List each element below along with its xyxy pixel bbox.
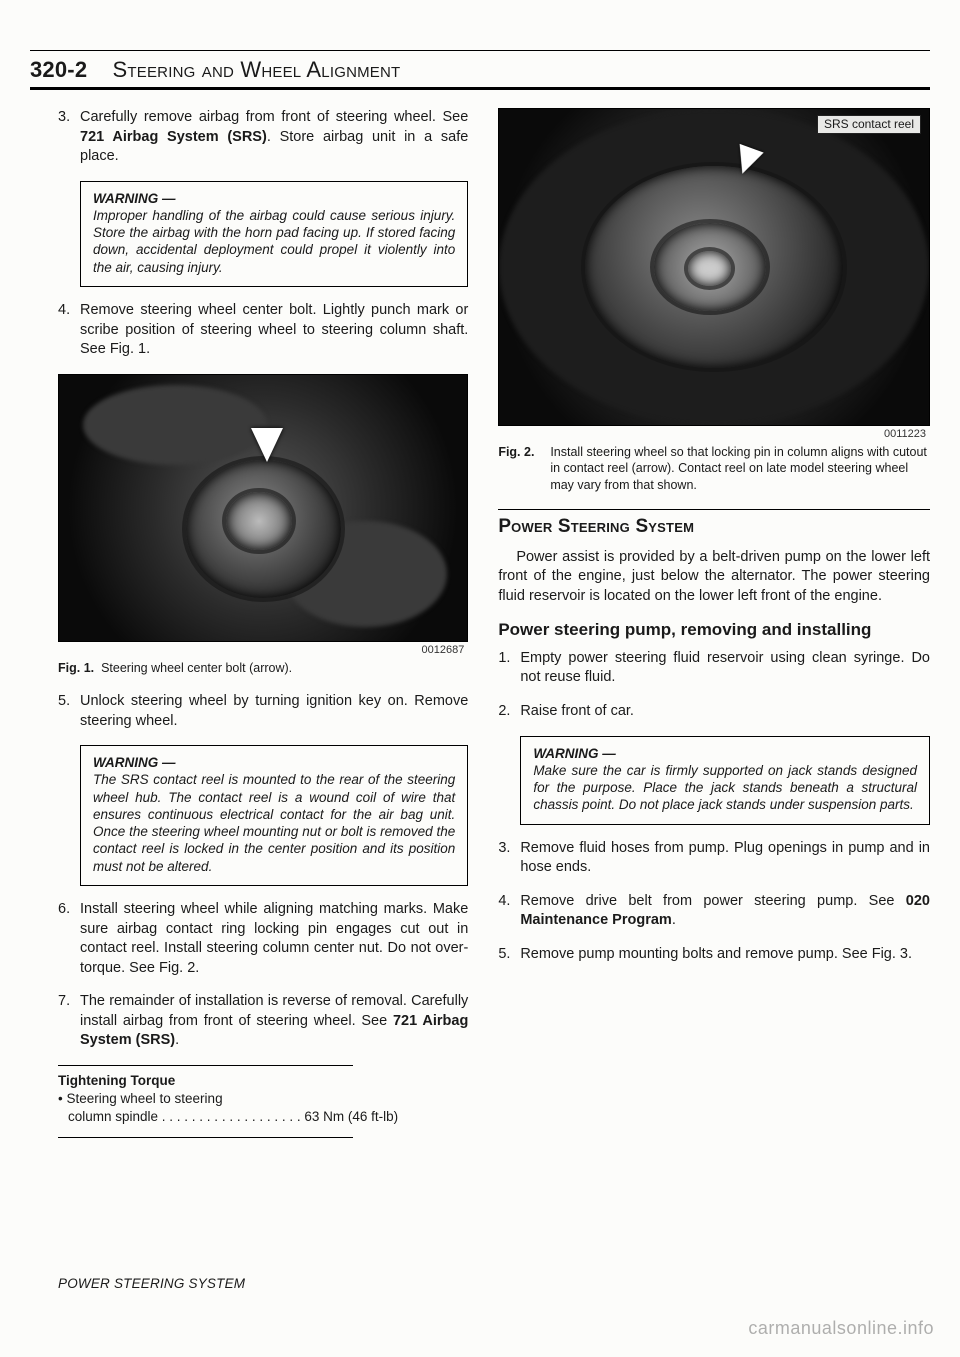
pump-step-4-text-a: Remove drive belt from power steering pu… bbox=[520, 893, 905, 909]
right-column: SRS contact reel 0011223 Fig. 2. Install… bbox=[492, 108, 930, 1144]
figure-1-code: 0012687 bbox=[58, 644, 468, 656]
figure-2-caption: Fig. 2. Install steering wheel so that l… bbox=[498, 444, 930, 493]
warning-3-head: WARNING — bbox=[533, 746, 616, 761]
pump-step-4-text-b: . bbox=[672, 912, 676, 928]
page-footer: POWER STEERING SYSTEM bbox=[58, 1276, 245, 1291]
step-3-text-a: Carefully remove airbag from front of st… bbox=[80, 109, 468, 125]
pump-step-1: Empty power steering fluid reservoir usi… bbox=[498, 649, 930, 688]
watermark: carmanualsonline.info bbox=[748, 1318, 934, 1339]
section-rule bbox=[498, 509, 930, 510]
warning-1-head: WARNING — bbox=[93, 191, 176, 206]
pump-step-3-text: Remove fluid hoses from pump. Plug openi… bbox=[520, 840, 930, 876]
pump-step-3: Remove fluid hoses from pump. Plug openi… bbox=[498, 839, 930, 878]
srs-contact-reel-label: SRS contact reel bbox=[817, 115, 921, 134]
warning-2-head: WARNING — bbox=[93, 755, 176, 770]
step-3: Carefully remove airbag from front of st… bbox=[58, 108, 468, 167]
figure-2-code: 0011223 bbox=[498, 428, 930, 440]
step-5: Unlock steering wheel by turning ignitio… bbox=[58, 692, 468, 731]
subheading-pump: Power steering pump, removing and instal… bbox=[498, 620, 930, 640]
figure-2-photo: SRS contact reel bbox=[498, 108, 930, 426]
figure-1-caption-text: Steering wheel center bolt (arrow). bbox=[101, 661, 292, 675]
torque-rule-bottom bbox=[58, 1137, 353, 1138]
section-heading-power-steering: Power Steering System bbox=[498, 516, 930, 538]
torque-block: Tightening Torque • Steering wheel to st… bbox=[58, 1072, 468, 1127]
page-header: 320-2 Steering and Wheel Alignment bbox=[30, 57, 930, 83]
arrow-icon bbox=[251, 428, 283, 462]
figure-1-lead: Fig. 1. bbox=[58, 661, 94, 675]
pump-step-5: Remove pump mounting bolts and remove pu… bbox=[498, 945, 930, 965]
figure-2-lead: Fig. 2. bbox=[498, 444, 550, 493]
power-steering-intro: Power assist is provided by a belt-drive… bbox=[498, 548, 930, 607]
step-3-bold: 721 Airbag System (SRS) bbox=[80, 129, 267, 145]
warning-1-body: Improper handling of the airbag could ca… bbox=[93, 208, 455, 275]
page-title: Steering and Wheel Alignment bbox=[113, 57, 401, 82]
step-5-text: Unlock steering wheel by turning ignitio… bbox=[80, 693, 468, 729]
pump-step-1-text: Empty power steering fluid reservoir usi… bbox=[520, 650, 930, 686]
rule-thick bbox=[30, 87, 930, 90]
step-7-text-b: . bbox=[175, 1032, 179, 1048]
step-6-text: Install steering wheel while aligning ma… bbox=[80, 901, 468, 976]
step-7: The remainder of installation is reverse… bbox=[58, 992, 468, 1051]
warning-box-3: WARNING — Make sure the car is firmly su… bbox=[520, 736, 930, 825]
pump-step-2-text: Raise front of car. bbox=[520, 703, 634, 719]
step-4-text: Remove steering wheel center bolt. Light… bbox=[80, 302, 468, 357]
warning-box-2: WARNING — The SRS contact reel is mounte… bbox=[80, 745, 468, 886]
warning-3-body: Make sure the car is firmly supported on… bbox=[533, 763, 917, 813]
step-6: Install steering wheel while aligning ma… bbox=[58, 900, 468, 978]
pump-step-2: Raise front of car. bbox=[498, 702, 930, 722]
torque-bullet: • Steering wheel to steering bbox=[58, 1090, 468, 1108]
manual-page: 320-2 Steering and Wheel Alignment Caref… bbox=[0, 0, 960, 1357]
pump-step-5-text: Remove pump mounting bolts and remove pu… bbox=[520, 946, 912, 962]
torque-line: column spindle . . . . . . . . . . . . .… bbox=[58, 1108, 468, 1126]
step-4: Remove steering wheel center bolt. Light… bbox=[58, 301, 468, 360]
warning-box-1: WARNING — Improper handling of the airba… bbox=[80, 181, 468, 287]
rule-top bbox=[30, 50, 930, 51]
figure-1-caption: Fig. 1. Steering wheel center bolt (arro… bbox=[58, 660, 468, 676]
torque-rule-top bbox=[58, 1065, 353, 1066]
figure-1-photo bbox=[58, 374, 468, 642]
torque-title: Tightening Torque bbox=[58, 1072, 468, 1090]
left-column: Carefully remove airbag from front of st… bbox=[30, 108, 468, 1144]
pump-step-4: Remove drive belt from power steering pu… bbox=[498, 892, 930, 931]
figure-2-caption-text: Install steering wheel so that locking p… bbox=[550, 444, 930, 493]
page-number: 320-2 bbox=[30, 57, 87, 82]
warning-2-body: The SRS contact reel is mounted to the r… bbox=[93, 772, 455, 873]
